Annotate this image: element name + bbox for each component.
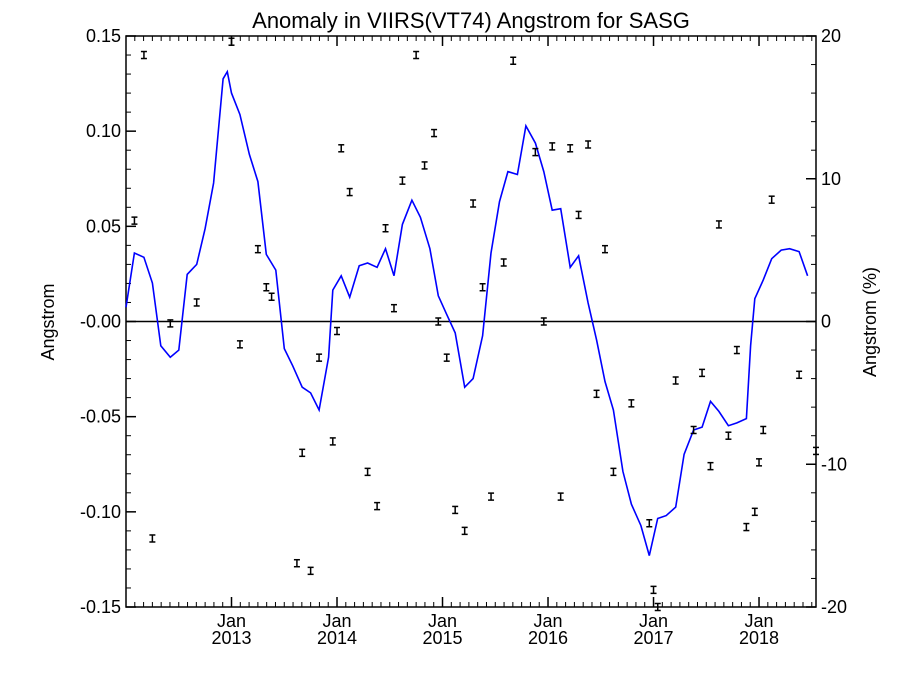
x-tick-year-label: 2013 xyxy=(211,628,251,648)
errorbar-point xyxy=(690,425,697,435)
errorbar-point xyxy=(461,526,468,536)
errorbar-point xyxy=(575,210,582,220)
errorbar-point xyxy=(390,303,397,313)
x-tick-month-label: Jan xyxy=(745,611,774,631)
errorbar-point xyxy=(707,461,714,471)
errorbar-point xyxy=(715,220,722,229)
errorbar-point xyxy=(654,602,661,612)
x-tick-month-label: Jan xyxy=(217,611,246,631)
errorbar-point xyxy=(399,176,406,185)
errorbar-point xyxy=(443,353,450,362)
errorbar-point xyxy=(479,282,486,292)
errorbar-point xyxy=(699,368,706,378)
errorbar-point xyxy=(254,244,261,254)
errorbar-point xyxy=(431,128,438,138)
x-tick-year-label: 2018 xyxy=(739,628,779,648)
errorbar-point xyxy=(193,298,200,307)
left-y-tick-label: 0.05 xyxy=(86,216,121,236)
errorbar-point xyxy=(452,505,459,515)
errorbar-point xyxy=(293,558,300,568)
angstrom-percent-line xyxy=(125,69,809,556)
errorbar-point xyxy=(813,446,819,456)
x-tick-month-label: Jan xyxy=(428,611,457,631)
errorbar-point xyxy=(567,144,574,153)
left-y-tick-label: -0.15 xyxy=(80,597,121,617)
x-tick-year-label: 2016 xyxy=(528,628,568,648)
errorbar-point xyxy=(374,501,381,511)
right-y-tick-label: -10 xyxy=(821,454,847,474)
right-y-axis: 20 10 0 -10 -20 xyxy=(806,26,847,617)
errorbar-point xyxy=(500,258,507,267)
right-y-tick-label: -20 xyxy=(821,597,847,617)
errorbar-point xyxy=(532,147,539,157)
errorbar-point xyxy=(760,425,767,435)
errorbar-point xyxy=(364,467,371,477)
errorbar-point xyxy=(329,437,336,446)
errorbar-point xyxy=(646,519,653,528)
errorbar-point xyxy=(488,492,495,501)
errorbar-point xyxy=(435,317,442,326)
x-tick-year-label: 2017 xyxy=(633,628,673,648)
chart-title: Anomaly in VIIRS(VT74) Angstrom for SASG xyxy=(252,8,690,33)
errorbar-point xyxy=(510,56,517,65)
left-y-tick-label: -0.10 xyxy=(80,502,121,522)
errorbar-point xyxy=(307,566,314,576)
errorbar-point xyxy=(557,492,564,501)
left-y-tick-label: 0.10 xyxy=(86,121,121,141)
errorbar-point xyxy=(421,161,428,170)
errorbar-point xyxy=(228,37,235,46)
errorbar-point xyxy=(768,195,775,204)
errorbar-point xyxy=(131,216,138,225)
errorbar-point xyxy=(725,431,732,440)
errorbar-point xyxy=(382,223,389,233)
errorbar-point xyxy=(316,353,323,362)
x-tick-year-label: 2015 xyxy=(422,628,462,648)
errorbar-point xyxy=(140,50,147,60)
errorbar-point xyxy=(756,458,763,467)
errorbar-point xyxy=(540,317,547,326)
errorbar-point xyxy=(610,467,617,477)
errorbar-point xyxy=(413,50,420,60)
errorbar-point xyxy=(650,585,657,595)
line-series xyxy=(125,69,809,556)
left-y-tick-label: 0.15 xyxy=(86,26,121,46)
right-y-axis-label: Angstrom (%) xyxy=(860,267,880,377)
x-tick-month-label: Jan xyxy=(322,611,351,631)
errorbar-point xyxy=(628,399,635,408)
x-axis: Jan2013Jan2014Jan2015Jan2016Jan2017Jan20… xyxy=(134,36,813,648)
errorbar-point xyxy=(733,345,740,355)
errorbar-point xyxy=(672,376,679,385)
errorbar-point xyxy=(338,144,345,153)
errorbar-point xyxy=(236,340,243,349)
errorbar-point xyxy=(149,534,156,543)
right-y-tick-label: 0 xyxy=(821,312,831,332)
errorbar-point xyxy=(268,292,275,302)
errorbar-point xyxy=(263,282,270,292)
x-tick-month-label: Jan xyxy=(639,611,668,631)
errorbar-point xyxy=(470,199,477,208)
errorbar-series xyxy=(131,37,819,612)
errorbar-point xyxy=(751,507,758,517)
left-y-axis: 0.15 0.10 0.05 -0.00 -0.05 -0.10 -0.15 xyxy=(80,26,136,617)
x-tick-year-label: 2014 xyxy=(317,628,357,648)
left-y-tick-label: -0.00 xyxy=(80,312,121,332)
errorbar-point xyxy=(299,448,306,458)
left-y-tick-label: -0.05 xyxy=(80,407,121,427)
right-y-tick-label: 10 xyxy=(821,169,841,189)
errorbar-point xyxy=(743,522,750,532)
errorbar-point xyxy=(346,187,353,197)
right-y-tick-label: 20 xyxy=(821,26,841,46)
errorbar-point xyxy=(549,142,556,151)
errorbar-point xyxy=(796,370,803,380)
errorbar-point xyxy=(585,140,592,149)
errorbar-point xyxy=(593,389,600,399)
errorbar-point xyxy=(334,326,341,336)
left-y-axis-label: Angstrom xyxy=(38,283,58,360)
errorbar-point xyxy=(601,244,608,254)
errorbar-point xyxy=(167,319,174,328)
x-tick-month-label: Jan xyxy=(534,611,563,631)
